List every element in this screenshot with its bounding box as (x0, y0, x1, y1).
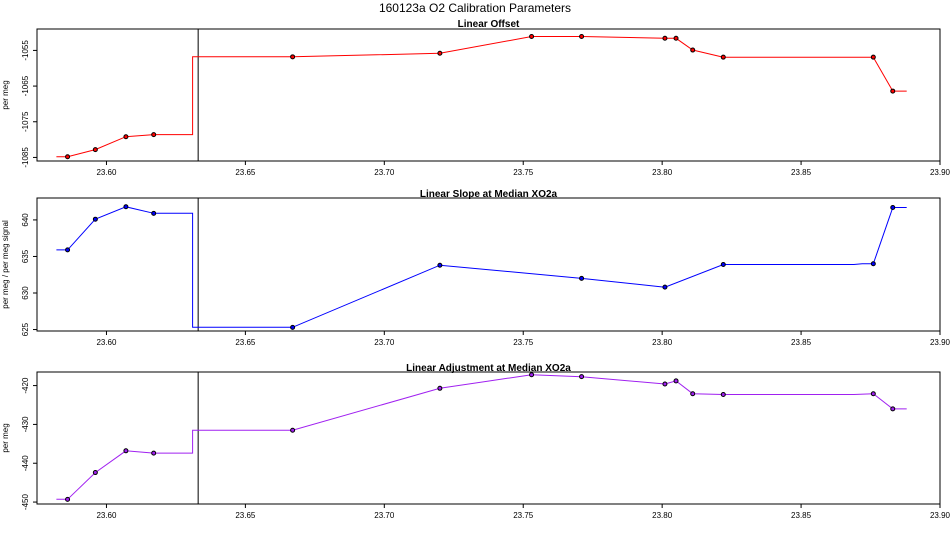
panel-linear-offset: Linear Offset 23.60 23.65 23.70 23.75 23.80 23… (1, 19, 950, 177)
x-tick-label: 23.70 (374, 168, 395, 177)
x-tick-label: 23.70 (374, 338, 395, 347)
y-axis-label: per meg (1, 80, 10, 109)
y-axis-label: per meg (1, 423, 10, 452)
data-point (92, 147, 98, 153)
y-tick-label: 630 (21, 286, 30, 300)
plot-frame (36, 197, 941, 332)
panel-title: Linear Offset (458, 19, 520, 30)
data-point (690, 47, 696, 53)
data-point (673, 35, 679, 41)
data-point (662, 284, 668, 290)
x-tick-label: 23.75 (513, 168, 534, 177)
x-tick-label: 23.80 (652, 511, 673, 520)
y-tick-label: -1085 (21, 147, 30, 168)
x-tick-label: 23.60 (96, 338, 117, 347)
data-point (92, 216, 98, 222)
data-point (579, 374, 585, 380)
x-tick-label: 23.75 (513, 338, 534, 347)
data-point (151, 450, 157, 456)
data-point (92, 470, 98, 476)
data-point (720, 54, 726, 60)
x-tick-label: 23.75 (513, 511, 534, 520)
x-tick-label: 23.85 (791, 168, 812, 177)
series-line (56, 36, 907, 158)
data-point (870, 54, 876, 60)
data-point (870, 391, 876, 397)
x-tick-label: 23.90 (930, 168, 950, 177)
panel-linear-adjustment: Linear Adjustment at Median XO2a 23.60 23.… (1, 363, 950, 520)
data-point (65, 154, 71, 160)
y-tick-label: -420 (21, 377, 30, 394)
plot-frame (36, 28, 941, 162)
y-tick-label: -1065 (21, 75, 30, 96)
data-point (290, 324, 296, 330)
data-point (123, 448, 129, 454)
data-point (529, 33, 535, 39)
data-point (662, 35, 668, 41)
x-tick-label: 23.90 (930, 511, 950, 520)
data-point (579, 275, 585, 281)
data-point (65, 496, 71, 502)
data-point (870, 261, 876, 267)
data-point (437, 262, 443, 268)
data-point (123, 134, 129, 140)
panel-linear-slope: Linear Slope at Median XO2a 23.60 23.65 23.… (1, 189, 950, 347)
data-point (437, 385, 443, 391)
data-point (720, 392, 726, 398)
series-line (56, 206, 907, 328)
x-tick-label: 23.85 (791, 511, 812, 520)
y-tick-label: 625 (21, 322, 30, 336)
x-tick-label: 23.70 (374, 511, 395, 520)
data-point (579, 33, 585, 39)
y-tick-label: -450 (21, 494, 30, 511)
data-point (65, 247, 71, 253)
y-tick-label: 635 (21, 249, 30, 263)
data-point (151, 210, 157, 216)
x-tick-label: 23.90 (930, 338, 950, 347)
data-point (690, 391, 696, 397)
y-tick-label: -440 (21, 455, 30, 472)
data-point (673, 378, 679, 384)
x-tick-label: 23.65 (235, 338, 256, 347)
data-point (890, 88, 896, 94)
x-tick-label: 23.80 (652, 338, 673, 347)
x-tick-label: 23.65 (235, 511, 256, 520)
data-point (890, 205, 896, 210)
plot-frame (36, 371, 941, 505)
y-axis-label: per meg / per meg signal (1, 220, 10, 309)
x-tick-label: 23.85 (791, 338, 812, 347)
data-point (290, 427, 296, 433)
data-point (720, 262, 726, 267)
x-tick-label: 23.65 (235, 168, 256, 177)
data-point (123, 204, 129, 210)
series-line (56, 374, 907, 500)
y-tick-label: 640 (21, 213, 30, 227)
data-point (290, 54, 296, 60)
data-point (890, 406, 896, 412)
data-point (151, 132, 157, 138)
x-tick-label: 23.80 (652, 168, 673, 177)
panel-title: Linear Slope at Median XO2a (420, 189, 558, 200)
panel-title: Linear Adjustment at Median XO2a (406, 363, 571, 374)
x-tick-label: 23.60 (96, 511, 117, 520)
y-tick-label: -1075 (21, 111, 30, 132)
figure-main-title: 160123a O2 Calibration Parameters (379, 1, 571, 15)
data-point (529, 372, 535, 378)
y-tick-label: -1055 (21, 40, 30, 61)
x-tick-label: 23.60 (96, 168, 117, 177)
y-tick-label: -430 (21, 416, 30, 433)
data-point (437, 50, 443, 56)
data-point (662, 381, 668, 387)
